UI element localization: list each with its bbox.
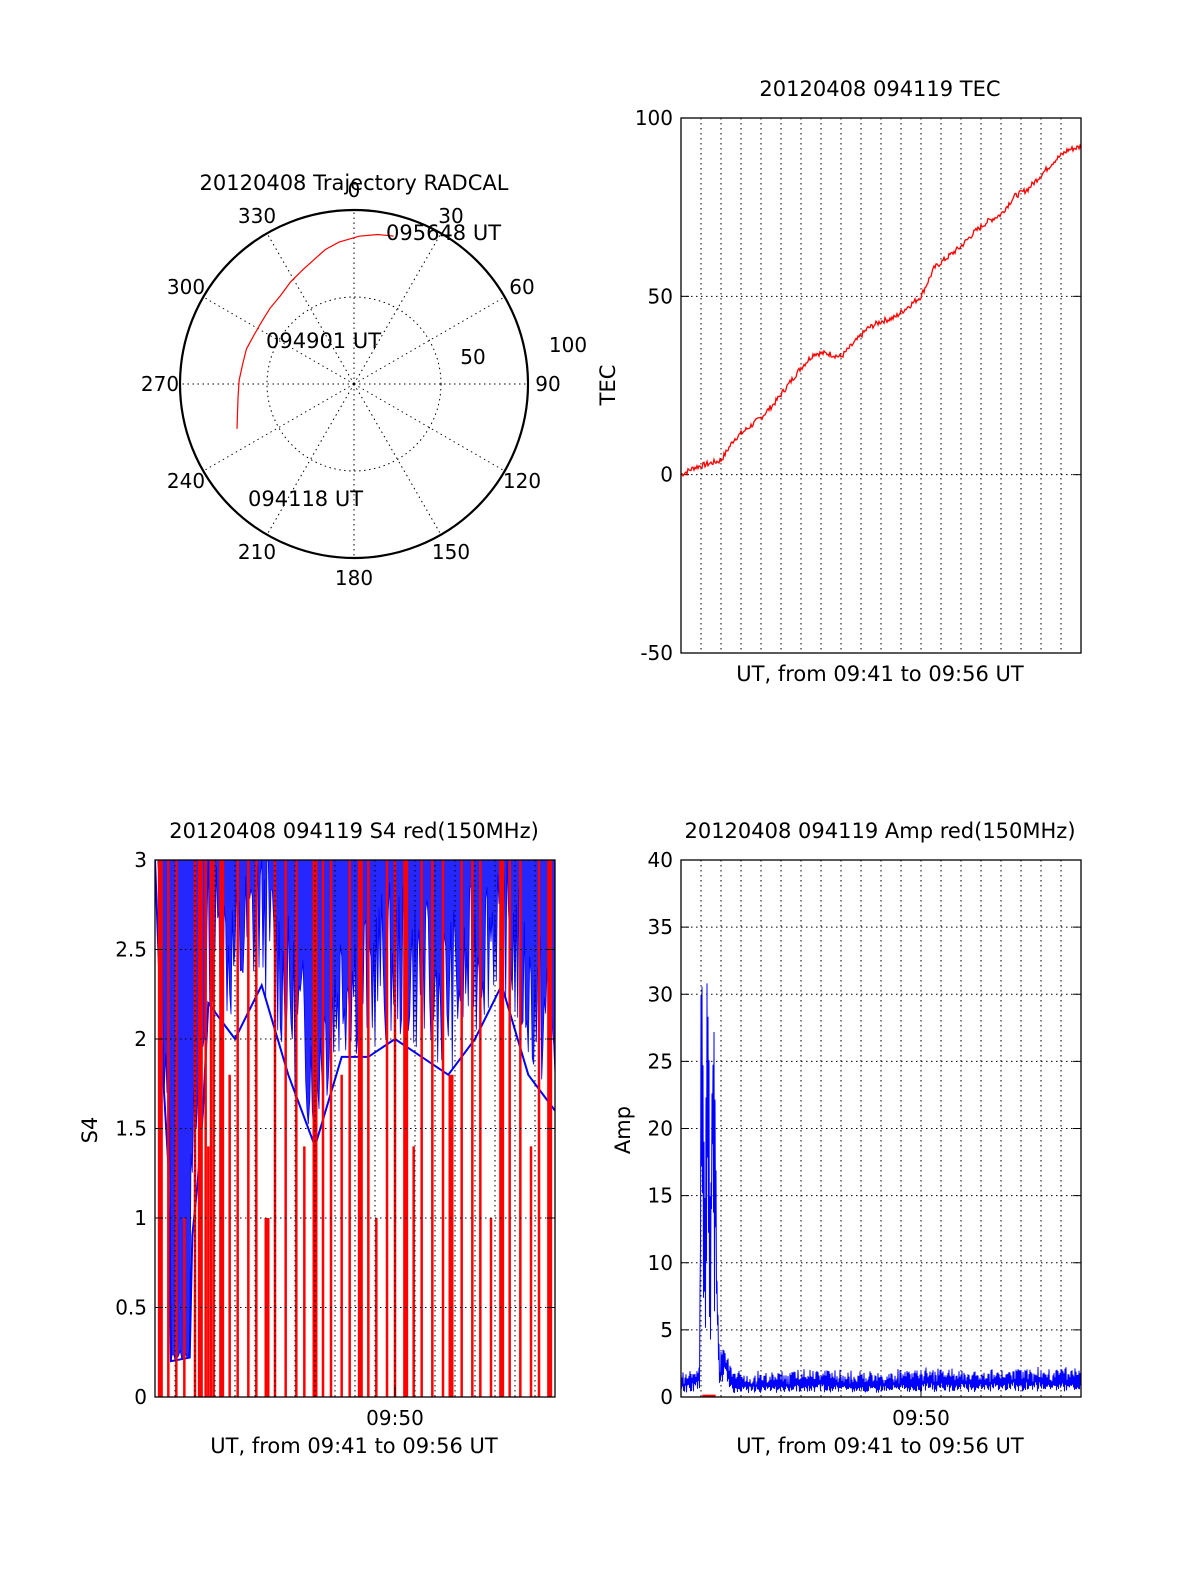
y-tick-label-20: 20 [648, 1117, 673, 1141]
s4-x-ticks: 09:50 [366, 1387, 424, 1430]
s4-y-axis-label: S4 [78, 1117, 102, 1144]
y-tick-label-5: 5 [660, 1318, 673, 1342]
polar-spoke-210 [266, 383, 355, 535]
polar-radius-label-100: 100 [549, 333, 587, 357]
x-tick-label-0950: 09:50 [366, 1406, 424, 1430]
polar-spoke-300 [203, 296, 355, 385]
amp-title: 20120408 094119 Amp red(150MHz) [684, 819, 1075, 843]
s4-y-ticks: 0 0.5 1 1.5 2 2.5 3 [115, 848, 555, 1409]
y-tick-label-0.5: 0.5 [115, 1296, 147, 1320]
polar-outer-ring [178, 208, 530, 560]
amp-frame [680, 859, 1082, 1398]
y-tick-label-0: 0 [660, 1385, 673, 1409]
annotation-middle-time: 094901 UT [266, 329, 381, 353]
polar-spoke-240 [203, 383, 355, 472]
s4-x-axis-label: UT, from 09:41 to 09:56 UT [210, 1434, 498, 1458]
polar-spoke-150 [353, 383, 442, 535]
annotation-end-time: 095648 UT [386, 221, 501, 245]
amp-panel: 20120408 094119 Amp red(150MHz) 0 5 10 15 20… [611, 819, 1082, 1458]
y-tick-label-50: 50 [648, 284, 673, 308]
polar-angle-label-0: 0 [348, 178, 361, 202]
amp-x-axis-label: UT, from 09:41 to 09:56 UT [736, 1434, 1024, 1458]
polar-spoke-330 [266, 233, 355, 385]
polar-angle-label-300: 300 [167, 275, 205, 299]
x-tick-label-0950: 09:50 [892, 1406, 950, 1430]
polar-angle-label-90: 90 [535, 372, 560, 396]
polar-spokes [180, 210, 528, 558]
polar-angle-label-60: 60 [509, 275, 534, 299]
polar-angle-label-270: 270 [141, 372, 179, 396]
polar-angle-label-180: 180 [335, 566, 373, 590]
annotation-start-time: 094118 UT [248, 487, 363, 511]
tec-title: 20120408 094119 TEC [759, 77, 1000, 101]
amp-x-ticks: 09:50 [892, 1387, 950, 1430]
s4-title: 20120408 094119 S4 red(150MHz) [169, 819, 539, 843]
trajectory-track-line [236, 233, 394, 429]
y-tick-label-0: 0 [134, 1385, 147, 1409]
tec-y-ticks: -50 0 50 100 [635, 106, 1081, 665]
polar-spoke-60 [353, 296, 505, 385]
y-tick-label-15: 15 [648, 1184, 673, 1208]
s4-panel: 20120408 094119 S4 red(150MHz) 0 0.5 1 1.5 2… [78, 819, 556, 1458]
polar-angle-label-240: 240 [167, 469, 205, 493]
polar-angle-labels: 0 30 60 90 120 150 180 210 240 270 300 330 [141, 178, 561, 590]
amp-y-ticks: 0 5 10 15 20 25 30 35 40 [648, 848, 1081, 1409]
y-tick-label-0: 0 [660, 463, 673, 487]
y-tick-label-2.5: 2.5 [115, 938, 147, 962]
amp-grid [681, 859, 1081, 1398]
polar-angle-label-330: 330 [238, 204, 276, 228]
amp-y-axis-label: Amp [611, 1106, 635, 1154]
y-tick-label-35: 35 [648, 915, 673, 939]
y-tick-label-1.5: 1.5 [115, 1117, 147, 1141]
amp-data-area [680, 983, 1082, 1397]
tec-frame [680, 117, 1082, 654]
polar-angle-label-150: 150 [432, 540, 470, 564]
y-tick-label-100: 100 [635, 106, 673, 130]
y-tick-label-2: 2 [134, 1027, 147, 1051]
polar-angle-label-210: 210 [238, 540, 276, 564]
s4-grid [155, 859, 555, 1398]
polar-angle-label-120: 120 [503, 469, 541, 493]
y-tick-label--50: -50 [640, 641, 673, 665]
polar-spoke-30 [353, 233, 442, 385]
tec-panel: 20120408 094119 TEC -50 0 50 100 UT, from 0… [596, 77, 1082, 686]
tec-series-line [680, 143, 1082, 478]
y-tick-label-30: 30 [648, 982, 673, 1006]
tec-x-axis-label: UT, from 09:41 to 09:56 UT [736, 662, 1024, 686]
y-tick-label-10: 10 [648, 1251, 673, 1275]
y-tick-label-3: 3 [134, 848, 147, 872]
y-tick-label-1: 1 [134, 1206, 147, 1230]
y-tick-label-25: 25 [648, 1049, 673, 1073]
trajectory-title: 20120408 Trajectory RADCAL [200, 171, 509, 195]
polar-spoke-120 [353, 383, 505, 472]
amp-blue-series [680, 983, 1082, 1393]
tec-grid [681, 117, 1081, 654]
polar-angle-label-30: 30 [438, 204, 463, 228]
polar-inner-ring [266, 296, 442, 472]
trajectory-polar-plot: 20120408 Trajectory RADCAL 0 30 60 90 120 150… [141, 171, 587, 590]
s4-frame [154, 859, 556, 1398]
tec-y-axis-label: TEC [596, 365, 620, 407]
y-tick-label-40: 40 [648, 848, 673, 872]
polar-radius-label-50: 50 [460, 345, 485, 369]
